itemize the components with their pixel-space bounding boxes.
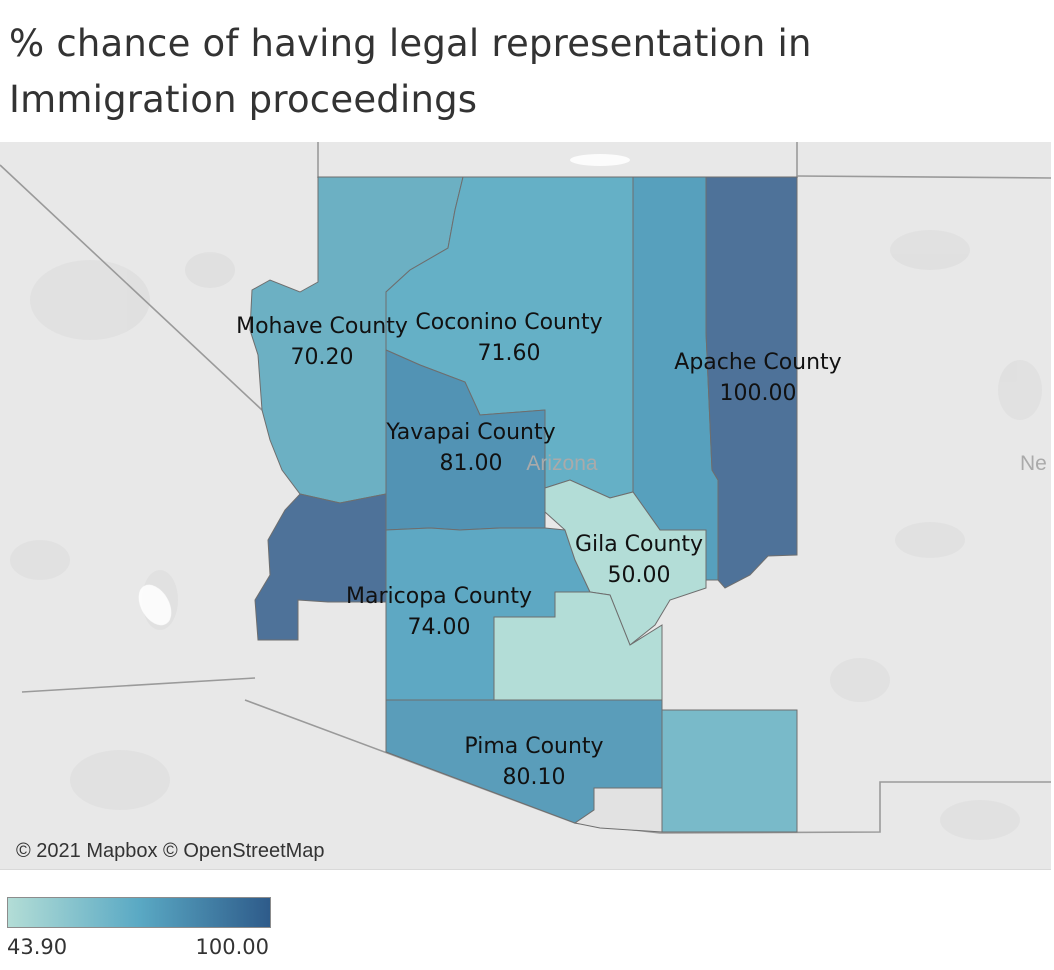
legend-gradient-bar	[7, 897, 271, 928]
county-name-gila: Gila County	[575, 532, 703, 557]
county-value-gila: 50.00	[608, 563, 671, 588]
color-legend: 43.90 100.00	[7, 897, 271, 967]
county-shape-santa-cruz[interactable]	[573, 787, 663, 833]
county-value-coconino: 71.60	[478, 341, 541, 366]
state-label: Arizona	[526, 452, 598, 475]
county-name-mohave: Mohave County	[236, 314, 408, 339]
neighbor-state-label: Ne	[1020, 452, 1047, 475]
county-shape-la-paz[interactable]	[254, 493, 387, 641]
county-name-apache: Apache County	[674, 350, 841, 375]
lake-highlights	[138, 154, 630, 626]
county-shape-apache[interactable]	[705, 176, 798, 589]
county-value-maricopa: 74.00	[408, 615, 471, 640]
county-value-mohave: 70.20	[291, 345, 354, 370]
county-name-yavapai: Yavapai County	[385, 420, 555, 445]
county-value-pima: 80.10	[503, 765, 566, 790]
county-value-apache: 100.00	[720, 381, 797, 406]
chart-title: % chance of having legal representation …	[9, 16, 1039, 128]
county-name-coconino: Coconino County	[415, 310, 602, 335]
title-line-2: Immigration proceedings	[9, 78, 478, 121]
county-shape-cochise[interactable]	[661, 709, 798, 833]
county-layer	[249, 176, 798, 833]
legend-min-label: 43.90	[7, 935, 68, 959]
county-name-maricopa: Maricopa County	[346, 584, 532, 609]
county-name-pima: Pima County	[464, 734, 603, 759]
map-view[interactable]: Arizona Ne Mohave County 70.20 Coconino …	[0, 142, 1051, 870]
legend-max-label: 100.00	[195, 935, 269, 959]
map-attribution[interactable]: © 2021 Mapbox © OpenStreetMap	[16, 840, 325, 862]
county-labels: Mohave County 70.20 Coconino County 71.6…	[236, 310, 842, 790]
county-shape-gila[interactable]	[544, 479, 707, 646]
title-line-1: % chance of having legal representation …	[9, 22, 812, 65]
county-value-yavapai: 81.00	[440, 451, 503, 476]
map-canvas[interactable]: Arizona Ne Mohave County 70.20 Coconino …	[0, 142, 1051, 869]
